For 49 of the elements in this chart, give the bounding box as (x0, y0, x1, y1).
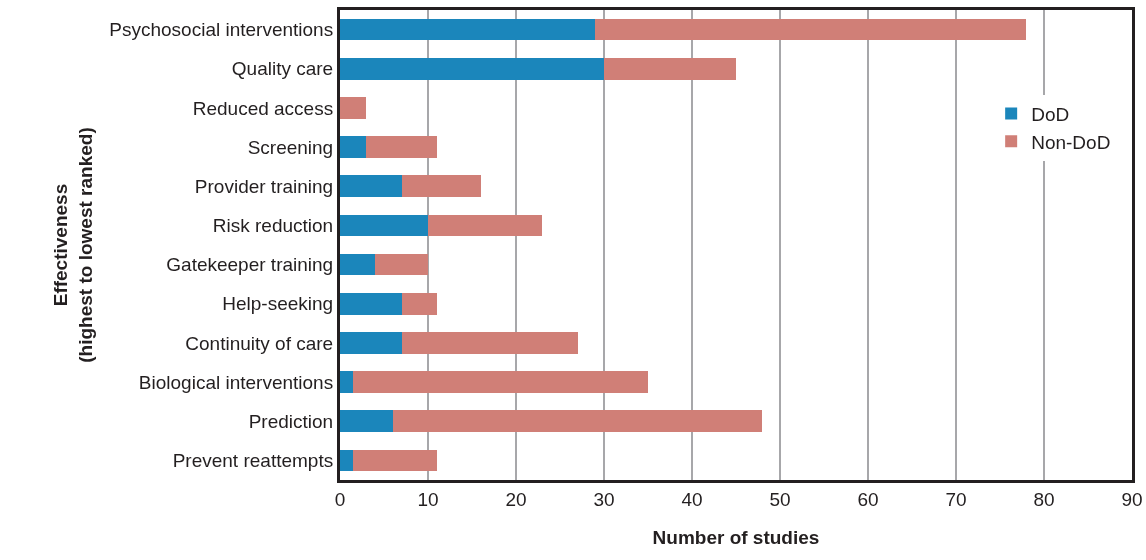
bar (353, 449, 437, 472)
y-tick-label: Psychosocial interventions (109, 19, 334, 41)
bar (340, 57, 604, 80)
x-tick-label: 30 (593, 488, 615, 510)
y-tick-label: Provider training (194, 175, 334, 197)
y-tick-label: Risk reduction (212, 215, 334, 237)
legend-label: Non-DoD (1031, 131, 1111, 153)
bar (604, 57, 736, 80)
y-tick-label: Prevent reattempts (172, 450, 334, 472)
bar (353, 371, 648, 393)
y-tick-label: Reduced access (192, 97, 334, 119)
y-tick-label: Quality care (231, 58, 334, 80)
y-tick-label: Gatekeeper training (166, 254, 334, 276)
y-axis-title: Effectiveness (highest to lowest ranked) (50, 127, 97, 363)
y-tick-label: Prediction (248, 410, 334, 432)
bar (401, 332, 578, 354)
x-tick-label: 70 (945, 488, 967, 510)
bar (340, 410, 393, 433)
x-tick-label: 40 (681, 488, 703, 510)
bar (340, 253, 376, 276)
legend-label: DoD (1031, 103, 1070, 125)
y-tick-label: Screening (247, 136, 334, 158)
bar (340, 97, 367, 119)
bar (340, 18, 596, 41)
y-tick-label: Biological interventions (138, 371, 334, 393)
y-tick-label: Continuity of care (185, 332, 334, 354)
bar (428, 214, 543, 237)
x-tick-label: 60 (857, 488, 879, 510)
x-tick-label: 10 (417, 488, 439, 510)
y-tick-label: Help-seeking (222, 293, 334, 315)
bar (340, 214, 428, 237)
bar (340, 292, 402, 315)
x-tick-label: 80 (1033, 488, 1055, 510)
bar (340, 332, 402, 354)
bar (595, 18, 1027, 41)
bar (340, 371, 354, 393)
x-tick-label: 20 (505, 488, 527, 510)
x-tick-label: 0 (334, 488, 346, 510)
bar (401, 175, 481, 198)
bar (340, 175, 402, 198)
bar (375, 253, 428, 276)
bar (401, 292, 437, 315)
bar (340, 136, 367, 158)
bar (392, 410, 763, 433)
bar (366, 136, 437, 158)
x-axis-title: Number of studies (652, 526, 820, 548)
bar (340, 449, 354, 472)
x-tick-label: 50 (769, 488, 791, 510)
x-tick-label: 90 (1121, 488, 1143, 510)
